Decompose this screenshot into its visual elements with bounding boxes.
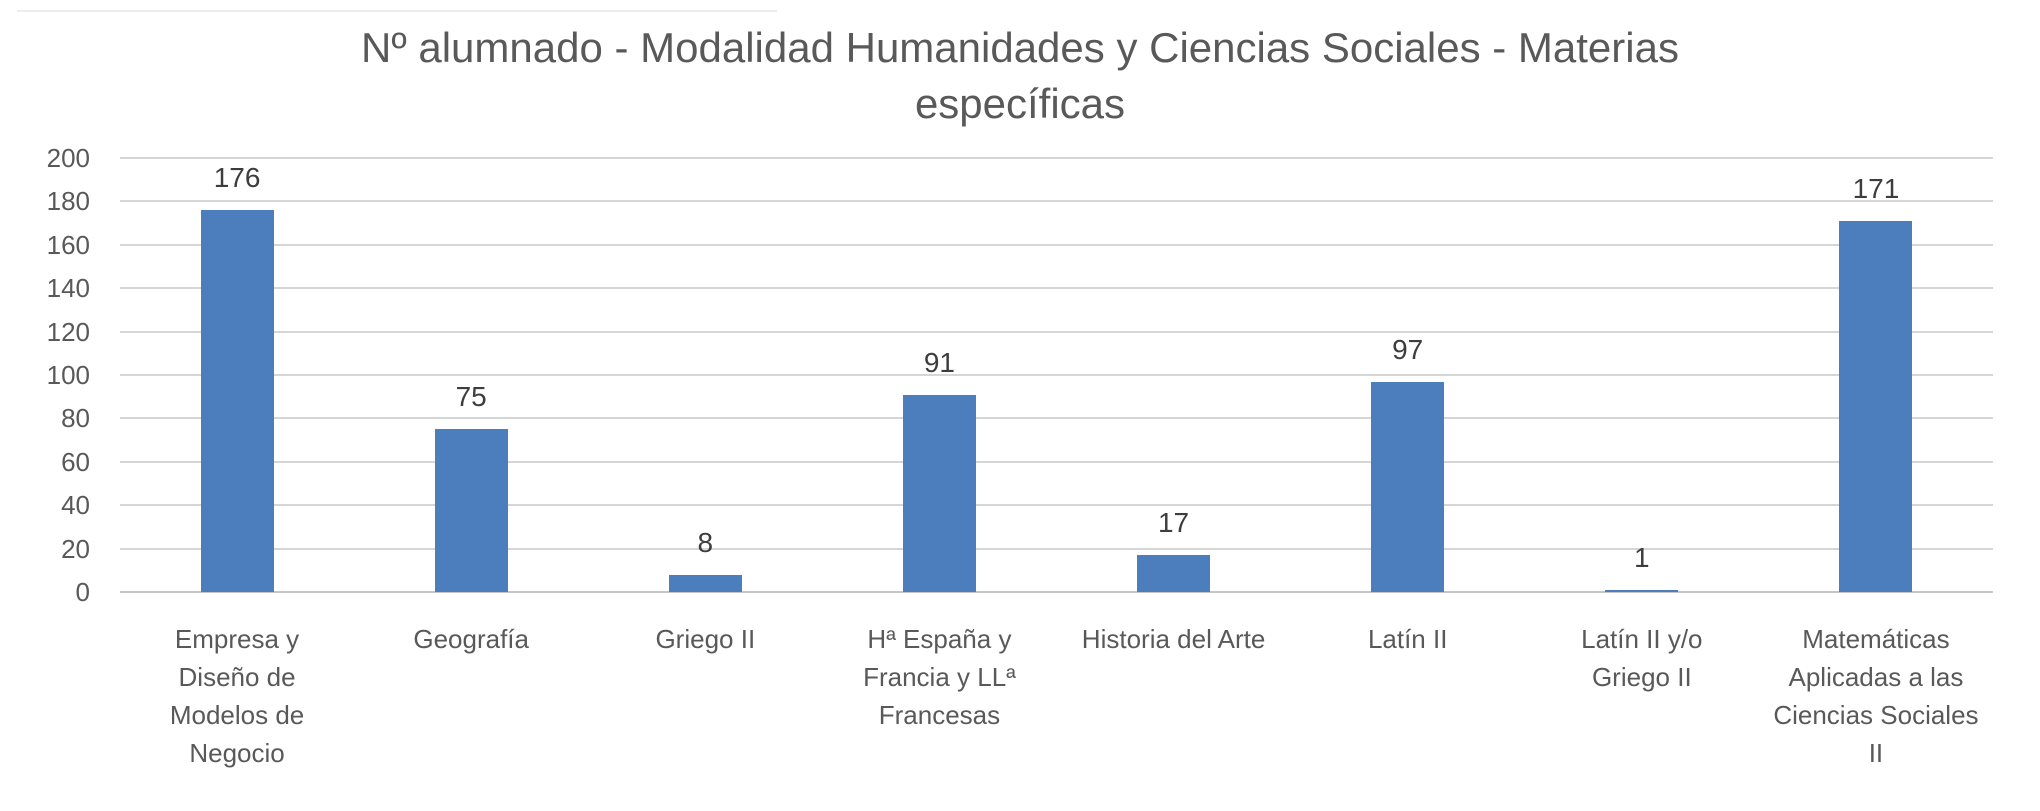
x-category-label-line: II [1868,738,1884,768]
y-tick-label-20: 20 [61,533,90,564]
bar-value-label-1: 176 [213,162,261,193]
y-axis-tick-labels: 200 180 160 140 120 100 80 60 40 20 0 [0,143,90,607]
gridline-40 [120,504,1993,507]
y-tick-label-80: 80 [61,403,90,434]
gridline-100 [120,374,1993,376]
x-category-label-line: Francia y LLª [863,662,1016,692]
bar-5 [1137,555,1211,592]
bar-1 [200,210,274,592]
x-category-label-line: Hª España y [867,624,1012,654]
x-axis-category-labels: Empresa y Diseño de Modelos de Negocio Geogr… [120,620,1993,790]
x-category-label-line: Latín II y/o [1581,624,1703,654]
bar-value-label-3: 8 [697,527,714,558]
gridline-60 [120,460,1993,463]
x-category-label-line: Aplicadas a las [1788,662,1964,692]
gridline-200 [120,157,1993,159]
plot-area: 176 75 8 91 17 97 1 171 [120,157,1993,593]
gridline-80 [120,417,1993,420]
y-tick-label-200: 200 [46,143,90,173]
x-category-label-6: Latín II [1289,620,1527,658]
x-category-label-7: Latín II y/o Griego II [1523,620,1761,696]
y-tick-label-100: 100 [46,360,90,390]
x-category-label-line: Historia del Arte [1081,624,1266,654]
bar-4 [902,395,976,592]
x-category-label-line: Ciencias Sociales [1773,700,1979,730]
chart-title-line-2: específicas [914,80,1126,127]
gridline-180 [120,200,1993,203]
bar-8 [1839,221,1913,592]
bar-6 [1371,382,1445,592]
gridline-140 [120,287,1993,290]
gridline-160 [120,243,1993,246]
y-tick-label-140: 140 [46,273,90,304]
faint-top-rule [17,10,777,12]
gridline-120 [120,330,1993,333]
bar-7 [1605,590,1679,592]
x-category-label-line: Matemáticas [1802,624,1950,654]
x-category-label-line: Francesas [878,700,1001,730]
x-category-label-line: Geografía [413,624,529,654]
y-tick-label-40: 40 [61,490,90,521]
x-category-label-8: Matemáticas Aplicadas a las Ciencias Socia… [1757,620,1995,772]
x-category-label-2: Geografía [352,620,590,658]
x-category-label-line: Negocio [189,738,285,768]
chart-title: Nº alumnado - Modalidad Humanidades y Ci… [0,20,2040,132]
x-category-label-line: Latín II [1367,624,1448,654]
y-tick-label-60: 60 [61,446,90,477]
x-category-label-line: Modelos de [169,700,305,730]
x-category-label-line: Griego II [1591,662,1692,692]
x-category-label-line: Griego II [655,624,756,654]
x-category-label-line: Empresa y [174,624,300,654]
x-category-label-line: Diseño de [178,662,296,692]
bar-value-label-7: 1 [1634,542,1650,573]
bar-value-label-5: 17 [1157,507,1190,538]
bar-value-label-6: 97 [1392,334,1424,365]
bar-value-label-2: 75 [455,381,487,412]
bar-3 [668,575,742,592]
x-category-label-3: Griego II [586,620,824,658]
y-tick-label-120: 120 [46,316,90,347]
bar-value-label-4: 91 [923,347,956,378]
x-axis-line [120,591,1993,593]
x-category-label-4: Hª España y Francia y LLª Francesas [820,620,1058,734]
x-category-label-5: Historia del Arte [1055,620,1293,658]
bar-2 [434,429,508,592]
gridline-20 [120,547,1993,550]
bar-value-label-8: 171 [1852,173,1900,204]
y-tick-label-0: 0 [75,577,90,607]
y-tick-label-160: 160 [46,229,90,260]
y-tick-label-180: 180 [46,186,90,217]
chart-title-line-1: Nº alumnado - Modalidad Humanidades y Ci… [361,24,1679,71]
x-category-label-1: Empresa y Diseño de Modelos de Negocio [118,620,356,772]
